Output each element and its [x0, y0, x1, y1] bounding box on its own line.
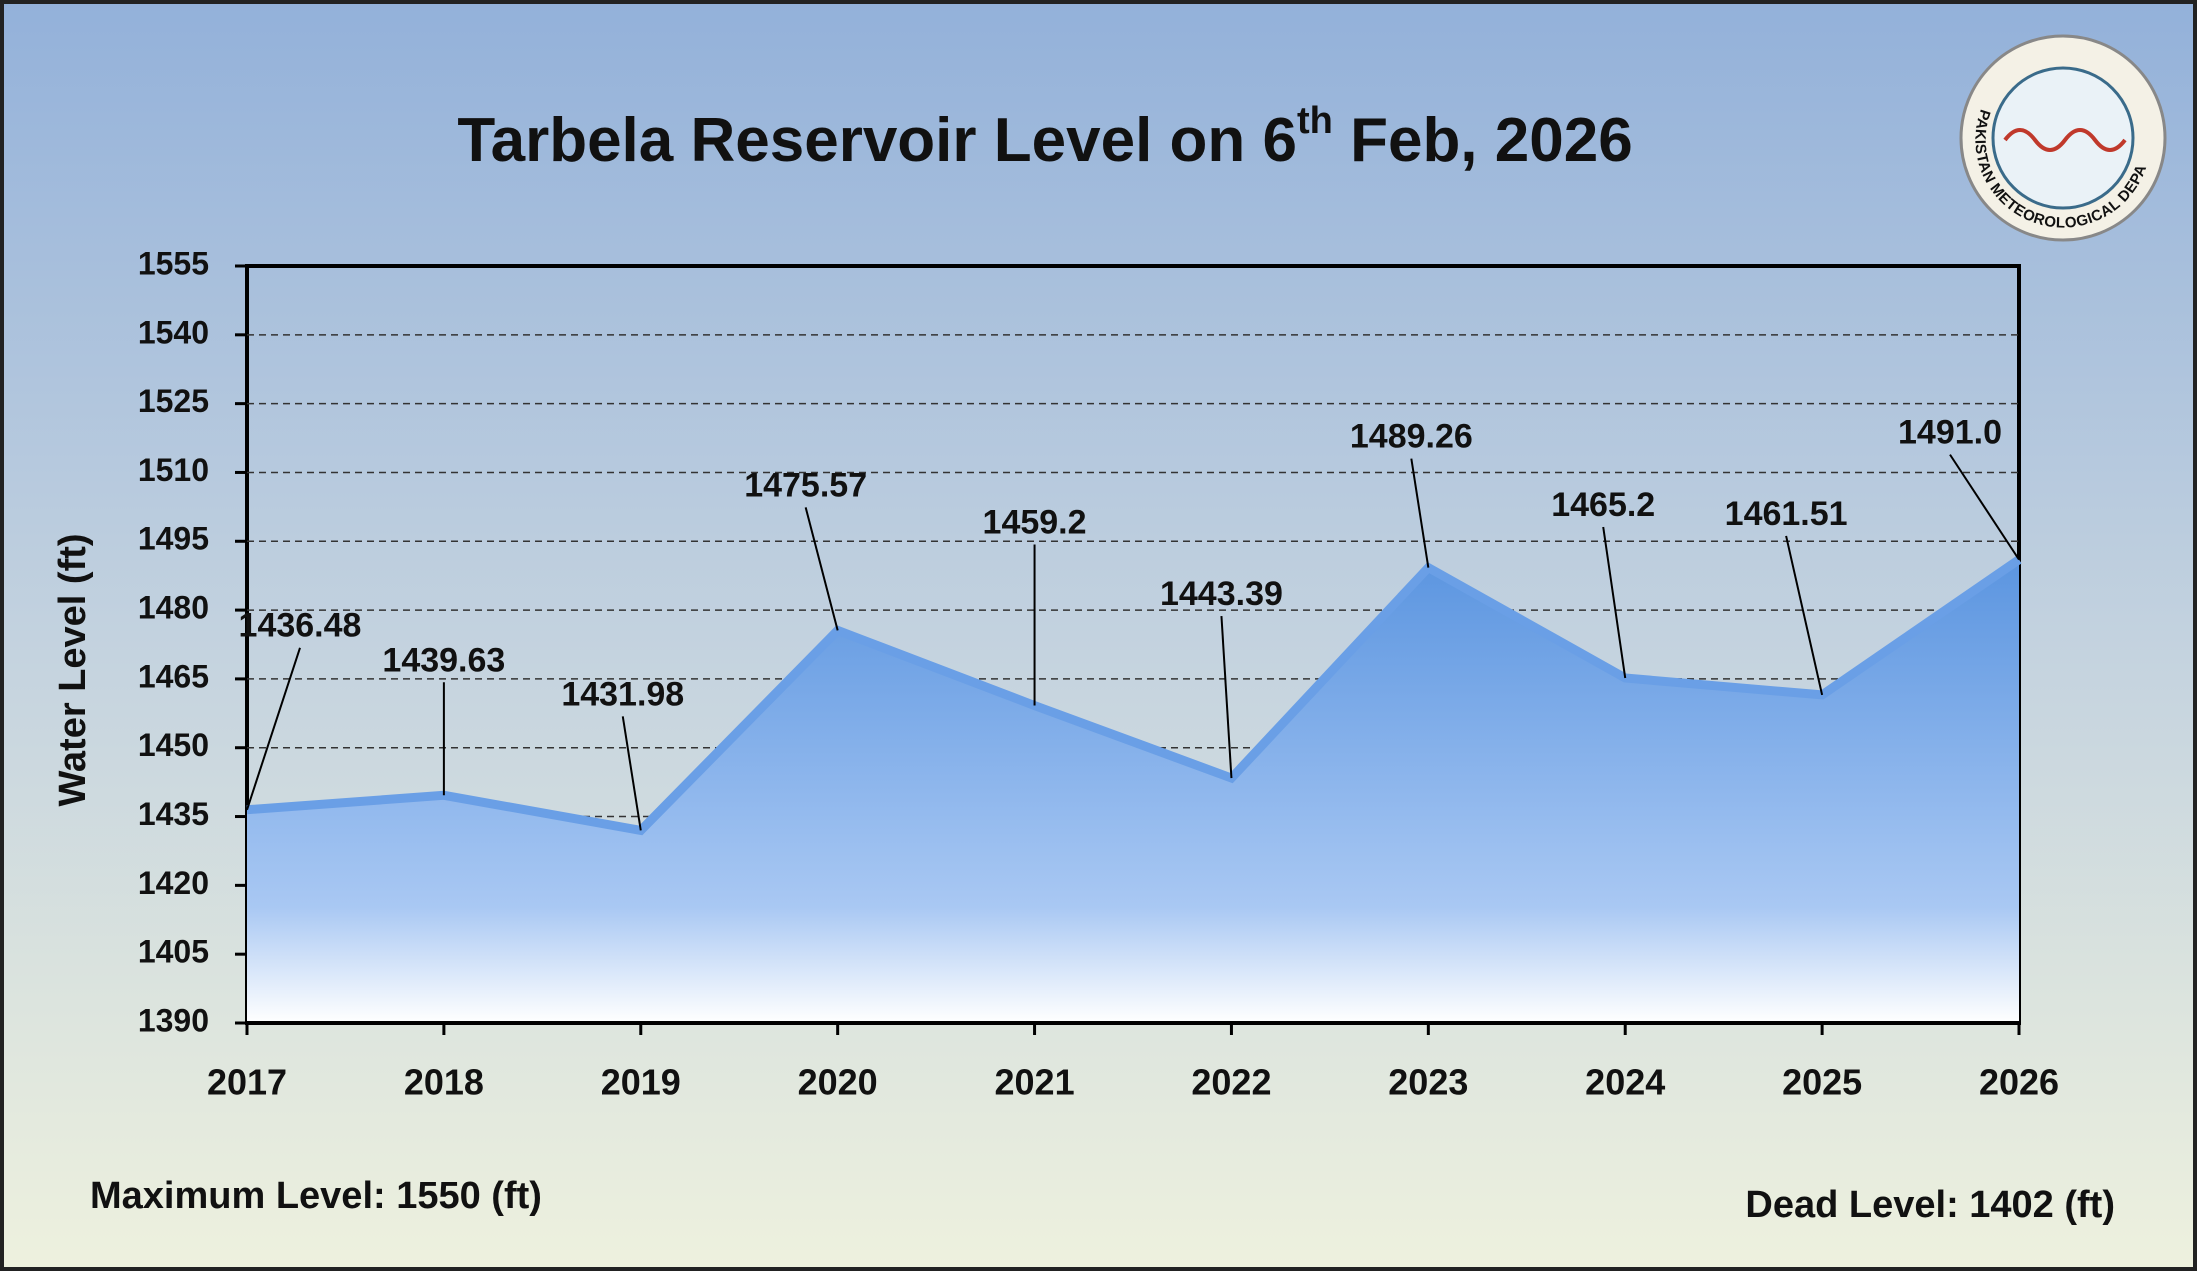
logo-wave	[2003, 128, 2127, 152]
data-label: 1491.0	[1898, 414, 2002, 452]
y-tick-label: 1435	[138, 796, 209, 832]
data-label: 1431.98	[561, 675, 684, 713]
y-tick-label: 1480	[138, 590, 209, 626]
chart-title: Tarbela Reservoir Level on 6th Feb, 2026	[457, 100, 1632, 175]
data-label: 1465.2	[1551, 486, 1655, 524]
leader-line	[1785, 535, 1824, 696]
leader-line	[804, 507, 839, 631]
leader-line	[1602, 526, 1627, 679]
x-tick-label: 2018	[404, 1062, 484, 1103]
y-tick-label: 1390	[138, 1002, 209, 1038]
x-tick-label: 2025	[1782, 1062, 1862, 1103]
leader-line	[621, 716, 642, 831]
y-tick-label: 1540	[138, 314, 209, 350]
y-tick-label: 1525	[138, 383, 209, 419]
y-tick-label: 1465	[138, 658, 209, 694]
data-label: 1436.48	[239, 607, 362, 645]
y-axis-label: Water Level (ft)	[52, 533, 94, 806]
data-label: 1489.26	[1350, 418, 1473, 456]
data-label: 1459.2	[983, 504, 1087, 542]
leader-line	[246, 647, 301, 811]
y-tick-label: 1420	[138, 865, 209, 901]
line	[246, 555, 2022, 836]
annotation: Dead Level: 1402 (ft)	[1745, 1184, 2115, 1226]
annotation: Maximum Level: 1550 (ft)	[90, 1175, 542, 1217]
y-tick-label: 1450	[138, 727, 209, 763]
x-tick-label: 2022	[1191, 1062, 1271, 1103]
y-tick-label: 1495	[138, 521, 209, 557]
area	[247, 559, 2019, 1023]
data-label: 1461.51	[1725, 495, 1848, 533]
x-tick-label: 2026	[1979, 1062, 2059, 1103]
logo-inner	[1991, 66, 2135, 210]
leader-line	[1949, 454, 2020, 561]
x-tick-label: 2024	[1585, 1062, 1665, 1103]
data-label: 1443.39	[1160, 575, 1283, 613]
x-tick-label: 2023	[1388, 1062, 1468, 1103]
y-tick-label: 1555	[138, 245, 209, 281]
leader-line	[1220, 615, 1233, 779]
x-tick-label: 2020	[798, 1062, 878, 1103]
x-tick-label: 2017	[207, 1062, 287, 1103]
data-label: 1439.63	[382, 641, 505, 679]
y-tick-label: 1510	[138, 452, 209, 488]
y-tick-label: 1405	[138, 934, 209, 970]
x-tick-label: 2021	[995, 1062, 1075, 1103]
data-label: 1475.57	[744, 466, 867, 504]
x-tick-label: 2019	[601, 1062, 681, 1103]
leader-line	[1410, 458, 1430, 568]
